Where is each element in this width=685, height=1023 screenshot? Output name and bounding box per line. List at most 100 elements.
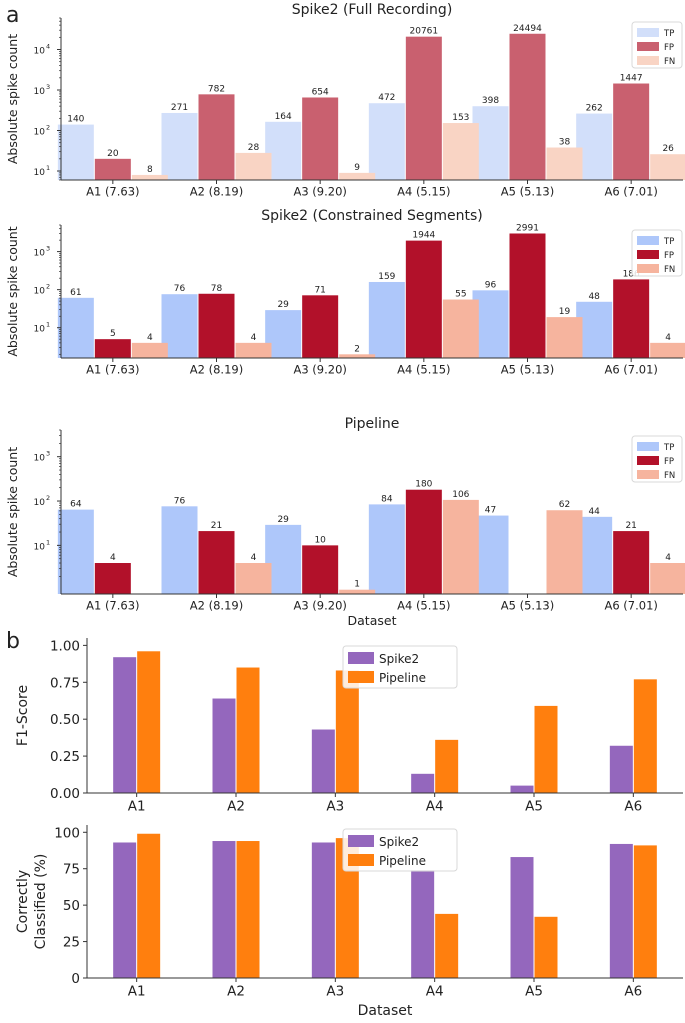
x-tick-label: A1 (7.63)	[86, 599, 139, 613]
bar-fn-5	[546, 510, 583, 594]
bar-fn-2	[235, 563, 272, 594]
y-axis-label: F1-Score	[15, 685, 31, 746]
legend-label-fp: FP	[664, 251, 674, 261]
y-tick-exponent: 2	[46, 494, 50, 502]
x-tick-label: A4 (5.15)	[397, 185, 450, 199]
chart-correctly-classified: 0 25 50 75 100 A1 A2 A3 A4 A5 A6 Correctly Classifie…	[15, 825, 683, 1019]
legend-label-tp: TP	[663, 443, 674, 453]
x-tick-label: A1 (7.63)	[86, 185, 139, 199]
y-tick-label: 0.25	[50, 749, 80, 765]
y-tick-exponent: 3	[46, 83, 50, 91]
y-tick-label: 0.50	[50, 712, 80, 728]
x-tick-label: A2 (8.19)	[190, 599, 243, 613]
bar-value-label: 64	[70, 500, 82, 510]
x-tick-label: A1	[128, 984, 146, 1000]
bar-value-label: 1944	[412, 231, 435, 241]
legend-label-spike2: Spike2	[379, 652, 419, 666]
bar-fn-3	[339, 354, 376, 358]
y-tick-label: 10	[34, 325, 46, 335]
legend-swatch-spike2	[348, 835, 374, 847]
bar-fp-5	[509, 233, 546, 358]
bar-spike2-2	[212, 698, 236, 793]
y-tick-label: 75	[63, 862, 80, 878]
chart-title: Spike2 (Full Recording)	[292, 2, 453, 18]
legend-label-spike2: Spike2	[379, 835, 419, 849]
bar-tp-1	[57, 509, 94, 594]
bar-value-label: 19	[559, 307, 571, 317]
bar-value-label: 28	[248, 143, 260, 153]
x-tick-label: A2	[227, 984, 245, 1000]
y-tick-label: 10	[34, 87, 46, 97]
bar-tp-4	[368, 504, 405, 594]
bar-pipeline-5	[534, 705, 558, 793]
bar-value-label: 29	[277, 515, 289, 525]
x-tick-label: A5	[525, 799, 543, 815]
chart-title: Pipeline	[345, 416, 400, 432]
bar-value-label: 21	[211, 521, 222, 531]
bar-spike2-3	[311, 729, 335, 793]
y-tick-label: 10	[34, 542, 46, 552]
bar-value-label: 2991	[516, 223, 539, 233]
legend-label-tp: TP	[663, 237, 674, 247]
bar-fp-4	[405, 36, 442, 181]
bar-tp-1	[57, 297, 94, 358]
bar-value-label: 4	[147, 333, 153, 343]
y-tick-label: 50	[63, 898, 80, 914]
x-tick-label: A1 (7.63)	[86, 363, 139, 377]
bar-spike2-5	[510, 857, 534, 978]
bar-value-label: 262	[586, 104, 603, 114]
bar-fn-6	[650, 342, 685, 358]
y-tick-exponent: 3	[46, 450, 50, 458]
y-tick-label: 10	[34, 47, 46, 57]
bar-value-label: 4	[665, 333, 671, 343]
bar-value-label: 4	[251, 553, 257, 563]
x-tick-label: A5 (5.13)	[501, 185, 554, 199]
chart-f1-score: 0.00 0.25 0.50 0.75 1.00 A1 A2 A3 A4 A5 A6 F1-Score…	[15, 638, 683, 815]
y-tick-label: 10	[34, 287, 46, 297]
bar-pipeline-5	[534, 916, 558, 978]
bar-pipeline-6	[633, 679, 657, 793]
x-tick-label: A6 (7.01)	[604, 185, 657, 199]
bar-fp-6	[613, 279, 650, 358]
bar-value-label: 76	[174, 284, 186, 294]
bar-value-label: 20	[107, 149, 119, 159]
bar-value-label: 2	[354, 344, 360, 354]
bar-pipeline-2	[236, 841, 260, 978]
legend-swatch-pipeline	[348, 671, 374, 683]
bar-value-label: 38	[559, 138, 571, 148]
x-tick-label: A3 (9.20)	[293, 185, 346, 199]
y-tick-label: 0.00	[50, 786, 80, 802]
bar-fn-2	[235, 342, 272, 358]
bar-spike2-3	[311, 842, 335, 978]
legend-label-pipeline: Pipeline	[379, 671, 426, 685]
bar-fn-3	[339, 172, 376, 180]
bar-fp-1	[94, 563, 131, 594]
bar-value-label: 48	[588, 292, 600, 302]
bar-value-label: 78	[211, 284, 223, 294]
bar-tp-1	[57, 124, 94, 180]
y-axis-label: Correctly	[15, 870, 31, 933]
y-tick-label: 25	[63, 935, 80, 951]
bar-fn-4	[442, 499, 479, 594]
bar-value-label: 21	[625, 521, 636, 531]
x-tick-label: A4	[426, 984, 444, 1000]
bar-value-label: 71	[314, 285, 325, 295]
bar-value-label: 47	[485, 506, 496, 516]
panel-label-a: a	[6, 3, 19, 28]
x-tick-label: A3 (9.20)	[293, 363, 346, 377]
bar-fp-3	[302, 97, 339, 180]
x-tick-label: A5	[525, 984, 543, 1000]
bar-spike2-1	[113, 842, 137, 978]
bar-tp-4	[368, 103, 405, 180]
bar-value-label: 29	[277, 300, 289, 310]
y-tick-label: 0.75	[50, 675, 80, 691]
x-tick-label: A6	[624, 984, 642, 1000]
bar-value-label: 180	[415, 480, 432, 490]
bar-fn-3	[339, 589, 376, 594]
bar-value-label: 1447	[620, 74, 643, 84]
bar-spike2-1	[113, 657, 137, 793]
x-tick-label: A4 (5.15)	[397, 599, 450, 613]
legend-label-fn: FN	[664, 57, 675, 67]
bar-fp-6	[613, 83, 650, 180]
